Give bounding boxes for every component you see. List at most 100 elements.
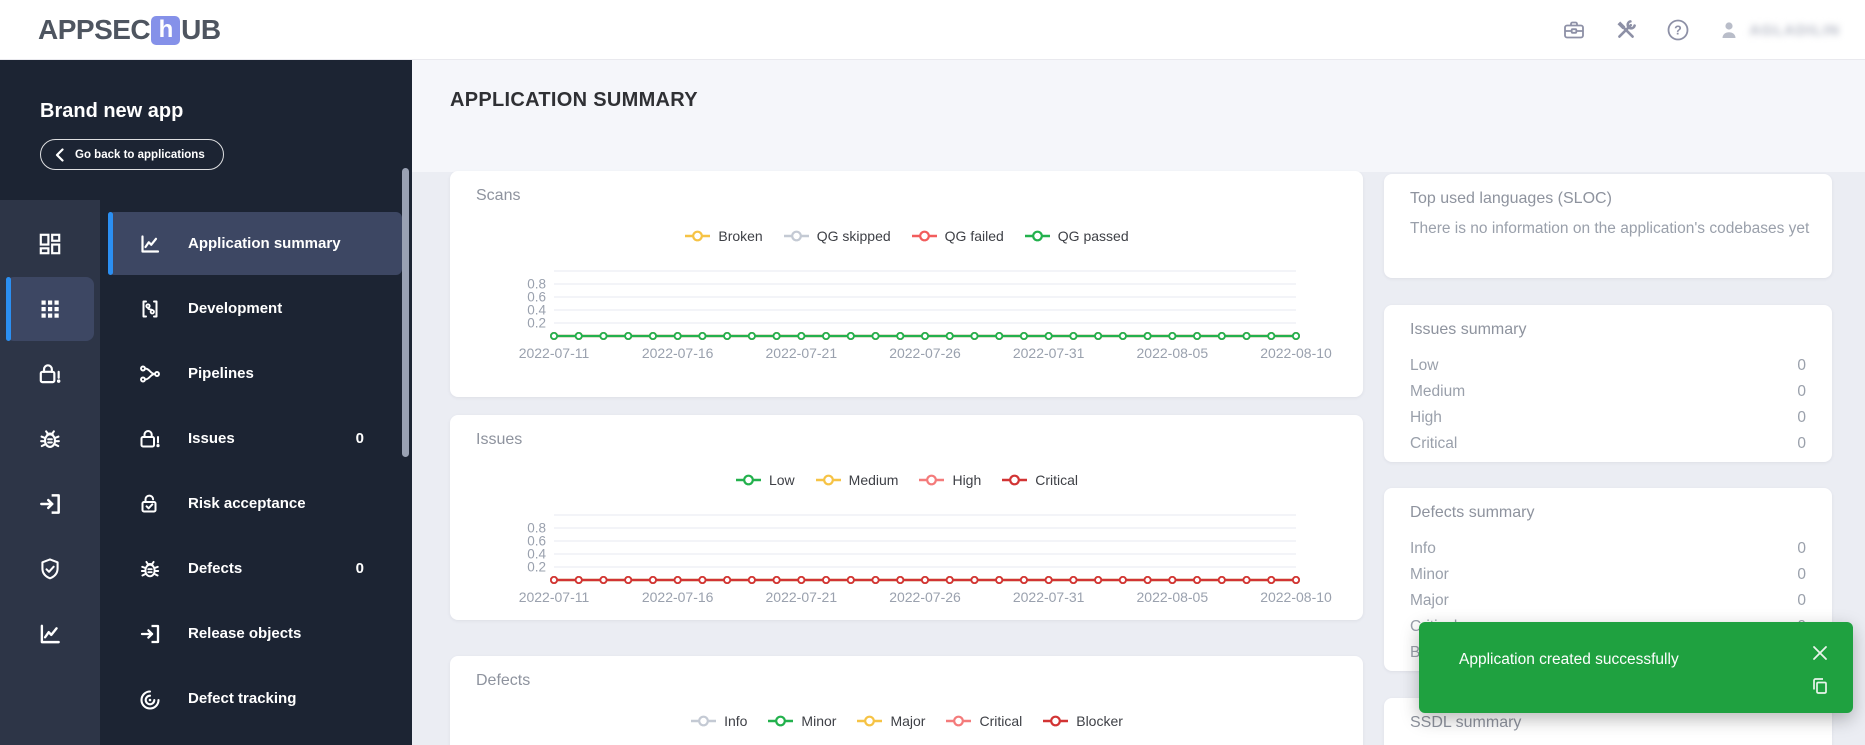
defects-chart-legend: Info Minor Major Critical Blocker	[450, 713, 1363, 729]
top-languages-card: Top used languages (SLOC) There is no in…	[1384, 174, 1832, 278]
issues-chart-legend: Low Medium High Critical	[450, 472, 1363, 488]
selected-indicator	[6, 277, 11, 341]
svg-text:2022-07-26: 2022-07-26	[889, 589, 961, 605]
issues-chart-card: Issues Low Medium High Critical 0.8 0.6 0.4 0.…	[450, 415, 1363, 620]
legend-item-blocker[interactable]: Blocker	[1042, 713, 1123, 729]
defects-count-badge: 0	[355, 560, 364, 577]
svg-text:2022-07-31: 2022-07-31	[1013, 589, 1085, 605]
logo-text-right: UB	[181, 14, 221, 45]
briefcase-button[interactable]	[1561, 17, 1587, 43]
logo-h-icon: h	[151, 15, 181, 45]
chart-line-icon	[40, 624, 60, 644]
sidebar-item-risk-acceptance[interactable]: Risk acceptance	[108, 472, 402, 535]
back-to-applications-button[interactable]: Go back to applications	[40, 139, 224, 170]
svg-text:2022-08-10: 2022-08-10	[1260, 345, 1332, 361]
close-icon	[1813, 646, 1827, 660]
lock-alert-icon	[140, 429, 160, 447]
lock-check-icon	[141, 494, 157, 512]
sidebar-item-pipelines[interactable]: Pipelines	[108, 342, 402, 405]
sidebar-item-release-objects[interactable]: Release objects	[108, 602, 402, 665]
summary-row-info: Info 0	[1410, 540, 1806, 557]
toast-close-button[interactable]	[1809, 643, 1831, 665]
legend-item-low[interactable]: Low	[735, 472, 795, 488]
header-actions: ? AGLADILIN	[1561, 0, 1840, 60]
svg-text:2022-07-11: 2022-07-11	[519, 589, 590, 605]
legend-item-high[interactable]: High	[918, 472, 981, 488]
export-box-icon	[140, 624, 160, 643]
legend-item-qg-skipped[interactable]: QG skipped	[783, 228, 891, 244]
summary-row-high: High 0	[1410, 409, 1806, 426]
svg-text:0.4: 0.4	[527, 547, 546, 562]
sidebar-item-issues[interactable]: Issues 0	[108, 407, 402, 470]
summary-row-low: Low 0	[1410, 357, 1806, 374]
sidebar-item-application-summary[interactable]: Application summary	[108, 212, 402, 275]
main-content: APPLICATION SUMMARY Scans Broken QG skipp…	[412, 60, 1865, 745]
issues-chart-plot: 0.8 0.6 0.4 0.2 2022-07-11 2022-07-16 2022-07-…	[450, 503, 1363, 618]
sidebar: Brand new app Go back to applications	[0, 60, 412, 745]
summary-row-minor: Minor 0	[1410, 566, 1806, 583]
issues-summary-rows: Low 0 Medium 0 High 0 Critical 0	[1410, 353, 1806, 457]
chart-line-icon	[141, 234, 160, 253]
sidebar-item-defect-tracking[interactable]: Defect tracking	[108, 667, 402, 730]
scans-chart-plot: 0.8 0.6 0.4 0.2 2022-07-11 2022-07-16 2022-07-…	[450, 259, 1363, 374]
sidebar-menu: Application summary Development Pipeline…	[100, 200, 412, 745]
svg-text:2022-07-16: 2022-07-16	[642, 345, 714, 361]
card-title: Issues summary	[1410, 321, 1527, 338]
scans-chart-legend: Broken QG skipped QG failed QG passed	[450, 228, 1363, 244]
appsechub-logo: APPSEC h UB	[38, 0, 221, 60]
top-header: APPSEC h UB	[0, 0, 1865, 60]
legend-item-critical[interactable]: Critical	[945, 713, 1022, 729]
success-toast: Application created successfully	[1419, 622, 1853, 713]
selected-indicator	[108, 212, 113, 275]
scans-chart-card: Scans Broken QG skipped QG failed QG passed…	[450, 171, 1363, 397]
card-title: Defects summary	[1410, 504, 1535, 521]
issues-count-badge: 0	[355, 430, 364, 447]
svg-text:2022-08-05: 2022-08-05	[1137, 589, 1209, 605]
sidebar-item-defects[interactable]: Defects 0	[108, 537, 402, 600]
tracking-icon	[140, 689, 160, 710]
apps-grid-icon	[41, 300, 59, 318]
legend-item-qg-failed[interactable]: QG failed	[911, 228, 1004, 244]
tools-button[interactable]	[1613, 17, 1639, 43]
title-strip: APPLICATION SUMMARY	[412, 60, 1865, 172]
svg-text:2022-07-31: 2022-07-31	[1013, 345, 1085, 361]
card-title: SSDL summary	[1410, 714, 1522, 731]
help-button[interactable]: ?	[1665, 17, 1691, 43]
sidebar-item-development[interactable]: Development	[108, 277, 402, 340]
rail-item-analytics[interactable]	[0, 602, 100, 666]
toast-copy-button[interactable]	[1809, 676, 1831, 698]
rail-item-dashboard[interactable]	[0, 212, 100, 276]
legend-item-medium[interactable]: Medium	[815, 472, 898, 488]
lock-alert-icon	[39, 364, 61, 384]
summary-row-major: Major 0	[1410, 592, 1806, 609]
toast-message: Application created successfully	[1459, 651, 1679, 668]
legend-item-qg-passed[interactable]: QG passed	[1024, 228, 1129, 244]
card-title: Issues	[476, 431, 523, 448]
rail-item-apps-grid[interactable]	[6, 277, 94, 341]
svg-text:2022-08-05: 2022-08-05	[1137, 345, 1209, 361]
defects-chart-card: Defects Info Minor Major Critical Blocker	[450, 656, 1363, 745]
legend-item-minor[interactable]: Minor	[767, 713, 836, 729]
legend-item-critical[interactable]: Critical	[1001, 472, 1078, 488]
sidebar-header: Brand new app Go back to applications	[0, 60, 412, 200]
rail-item-defects[interactable]	[0, 407, 100, 471]
rail-item-release-objects[interactable]	[0, 472, 100, 536]
rail-item-issues[interactable]	[0, 342, 100, 406]
rail-item-security[interactable]	[0, 537, 100, 601]
tools-icon	[1617, 20, 1637, 38]
sidebar-scrollbar-thumb[interactable]	[402, 168, 409, 457]
user-menu[interactable]: AGLADILIN	[1717, 18, 1840, 42]
svg-text:0.6: 0.6	[527, 534, 546, 549]
legend-item-info[interactable]: Info	[690, 713, 747, 729]
legend-item-major[interactable]: Major	[856, 713, 925, 729]
svg-text:2022-07-11: 2022-07-11	[519, 345, 590, 361]
svg-text:0.2: 0.2	[527, 560, 546, 575]
legend-item-broken[interactable]: Broken	[684, 228, 763, 244]
dashboard-icon	[39, 233, 61, 255]
svg-text:0.8: 0.8	[527, 277, 546, 292]
svg-text:2022-07-21: 2022-07-21	[766, 589, 838, 605]
issues-summary-card: Issues summary Low 0 Medium 0 High 0 Critic…	[1384, 305, 1832, 462]
copy-icon	[1813, 678, 1827, 694]
